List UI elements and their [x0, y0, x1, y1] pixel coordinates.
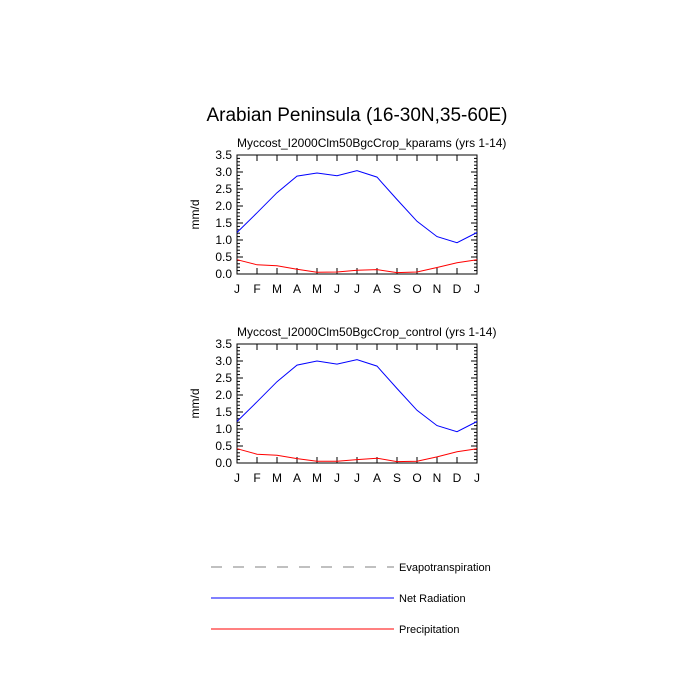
- x-tick-label: M: [312, 471, 322, 485]
- y-tick-label: 3.0: [215, 354, 232, 368]
- x-tick-label: J: [474, 282, 480, 296]
- x-tick-label: J: [234, 471, 240, 485]
- x-tick-label: S: [393, 282, 401, 296]
- x-tick-label: A: [373, 471, 381, 485]
- y-tick-label: 2.0: [215, 388, 232, 402]
- panel-title: Myccost_I2000Clm50BgcCrop_control (yrs 1…: [237, 325, 496, 339]
- series-line-net-radiation: [236, 170, 478, 244]
- x-tick-label: F: [253, 471, 260, 485]
- figure-title: Arabian Peninsula (16-30N,35-60E): [206, 105, 507, 126]
- series-line-precipitation: [236, 259, 478, 274]
- x-tick-label: S: [393, 471, 401, 485]
- y-tick-label: 1.0: [215, 233, 232, 247]
- x-tick-label: A: [373, 282, 381, 296]
- x-tick-label: J: [354, 471, 360, 485]
- y-tick-label: 2.0: [215, 199, 232, 213]
- plot-frame: [236, 343, 478, 464]
- plot-frame: [236, 154, 478, 275]
- x-tick-label: J: [354, 282, 360, 296]
- y-tick-label: 3.5: [215, 148, 232, 162]
- chart-panel-2: Myccost_I2000Clm50BgcCrop_control (yrs 1…: [188, 325, 496, 485]
- x-tick-label: J: [234, 282, 240, 296]
- y-tick-label: 0.0: [215, 456, 232, 470]
- x-tick-label: J: [474, 471, 480, 485]
- y-tick-label: 0.0: [215, 267, 232, 281]
- x-tick-label: N: [433, 282, 442, 296]
- x-tick-label: J: [334, 471, 340, 485]
- legend-label-evapotranspiration: Evapotranspiration: [399, 562, 491, 574]
- x-tick-label: M: [272, 471, 282, 485]
- y-tick-label: 2.5: [215, 371, 232, 385]
- panel-title: Myccost_I2000Clm50BgcCrop_kparams (yrs 1…: [237, 136, 506, 150]
- x-tick-label: J: [334, 282, 340, 296]
- series-line-precipitation: [236, 448, 478, 463]
- x-tick-label: A: [293, 282, 301, 296]
- x-tick-label: M: [312, 282, 322, 296]
- x-tick-label: M: [272, 282, 282, 296]
- y-tick-label: 1.5: [215, 216, 232, 230]
- y-tick-label: 0.5: [215, 439, 232, 453]
- y-tick-label: 3.0: [215, 165, 232, 179]
- legend-label-precipitation: Precipitation: [399, 624, 460, 636]
- x-tick-label: A: [293, 471, 301, 485]
- x-tick-label: D: [453, 282, 462, 296]
- x-tick-label: N: [433, 471, 442, 485]
- y-axis-label: mm/d: [188, 200, 202, 230]
- x-tick-label: O: [412, 471, 421, 485]
- y-tick-label: 1.5: [215, 405, 232, 419]
- legend-label-net-radiation: Net Radiation: [399, 593, 466, 605]
- y-tick-label: 3.5: [215, 337, 232, 351]
- y-tick-label: 1.0: [215, 422, 232, 436]
- y-tick-label: 0.5: [215, 250, 232, 264]
- legend: Evapotranspiration Net Radiation Precipita…: [211, 562, 491, 636]
- y-axis-label: mm/d: [188, 389, 202, 419]
- chart-panel-1: Myccost_I2000Clm50BgcCrop_kparams (yrs 1…: [188, 136, 506, 296]
- y-tick-label: 2.5: [215, 182, 232, 196]
- panels: Myccost_I2000Clm50BgcCrop_kparams (yrs 1…: [188, 136, 506, 485]
- series-line-net-radiation: [236, 359, 478, 433]
- x-tick-label: D: [453, 471, 462, 485]
- x-tick-label: O: [412, 282, 421, 296]
- x-tick-label: F: [253, 282, 260, 296]
